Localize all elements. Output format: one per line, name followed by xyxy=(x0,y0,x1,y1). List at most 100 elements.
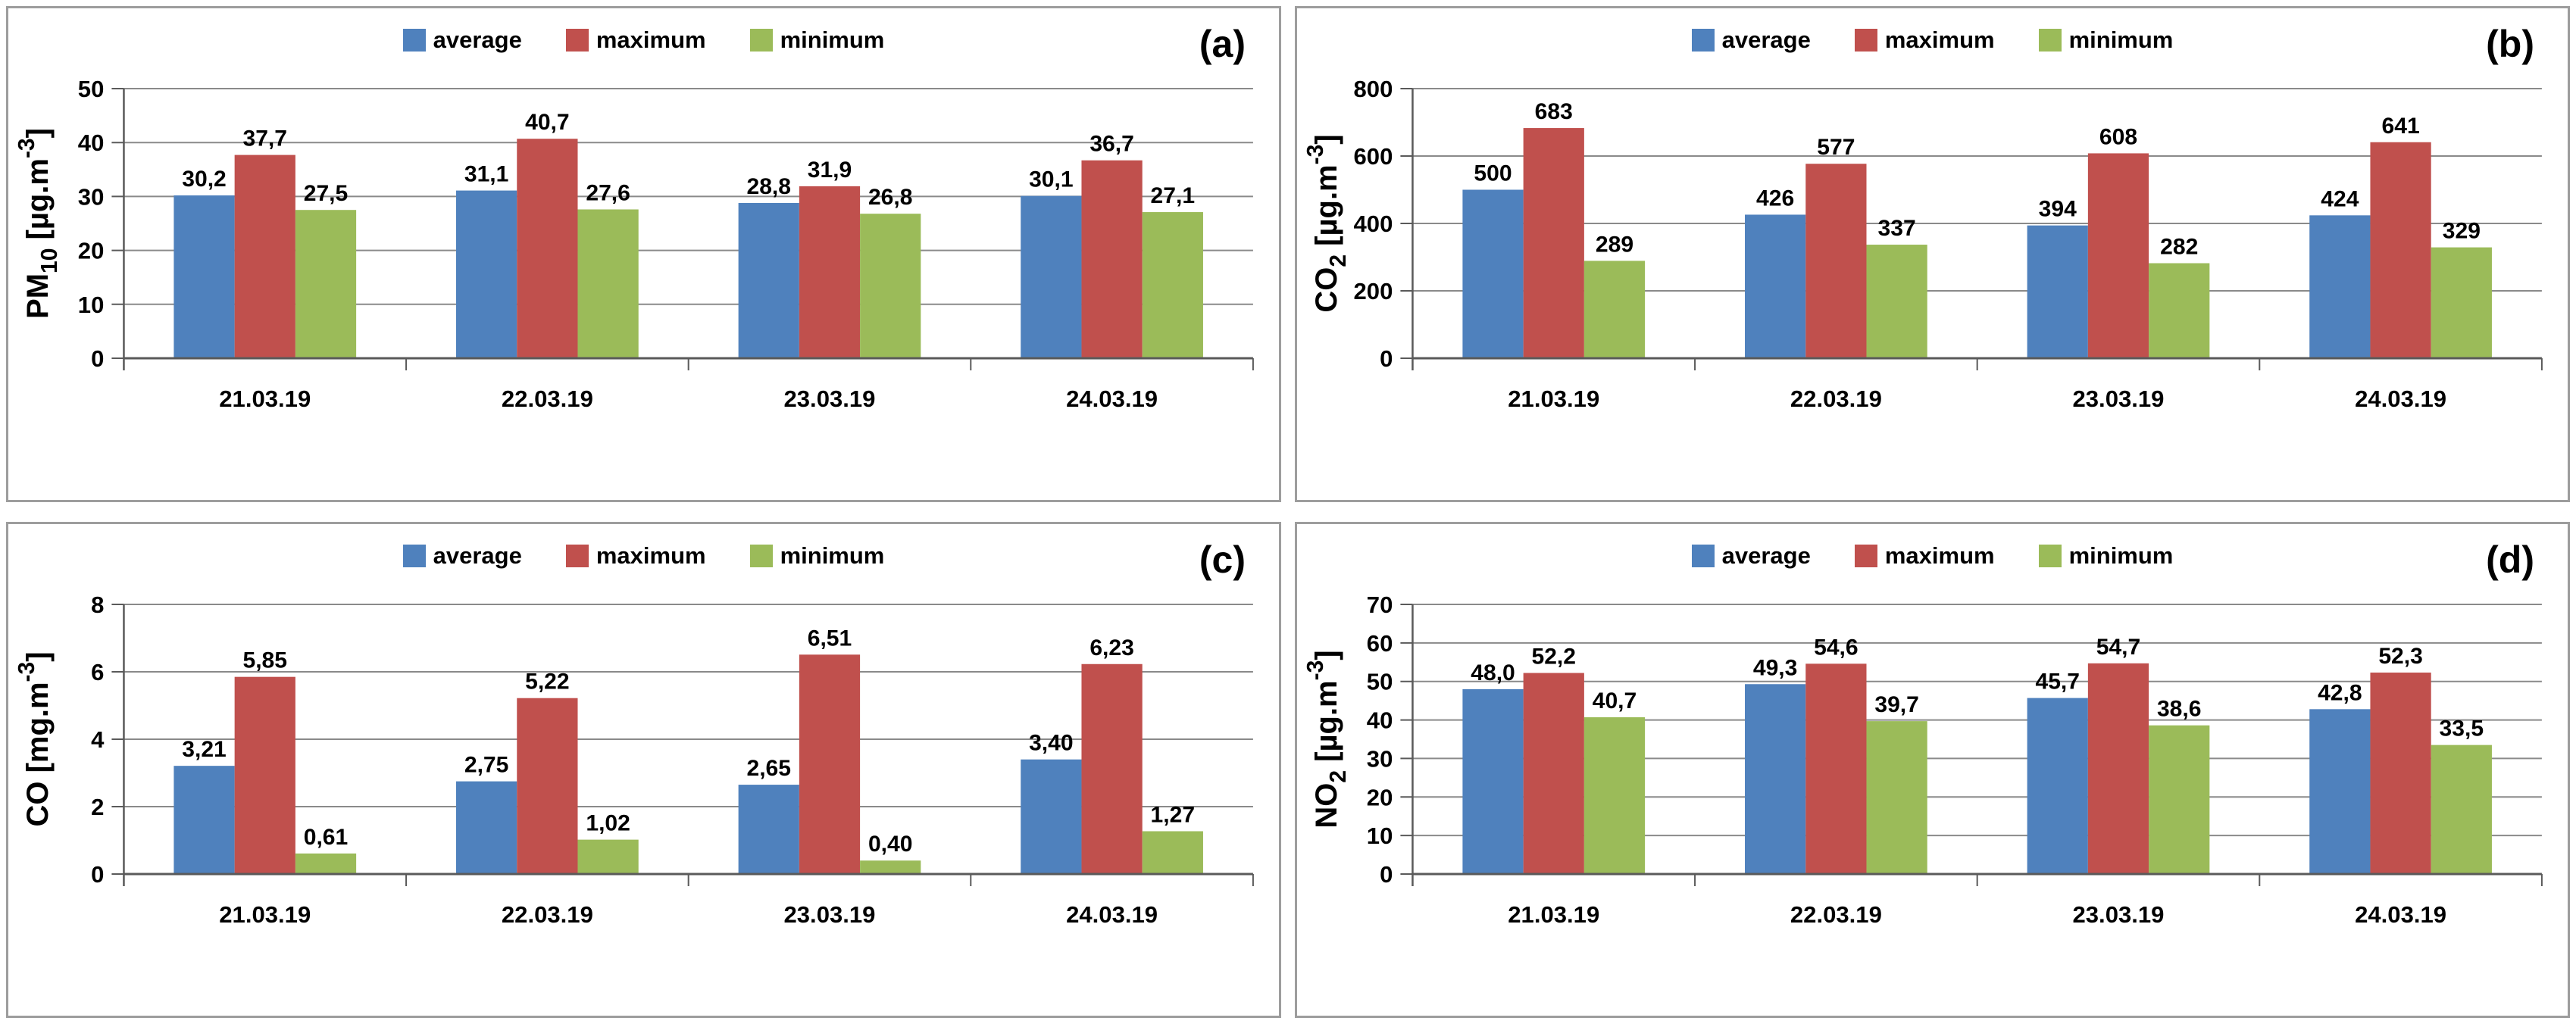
y-tick-label: 30 xyxy=(78,183,105,210)
y-tick-label: 0 xyxy=(1380,345,1393,372)
bar-value-label: 5,22 xyxy=(525,670,570,695)
bar-value-label: 45,7 xyxy=(2035,670,2080,695)
bar-chart-pm10: 0 10 20 30 40 50 30,2 37,7 27,5 21.03.19 31,1 40,7 2… xyxy=(14,76,1254,412)
bar-value-label: 683 xyxy=(1535,99,1573,124)
bar-maximum xyxy=(1081,160,1143,359)
category-label: 22.03.19 xyxy=(1790,386,1882,412)
chart-panel-b: average maximum minimum (b) 0 200 400 600 80… xyxy=(1295,6,2570,502)
y-tick-label: 4 xyxy=(91,726,105,753)
y-axis-title: CO [mg.m-3] xyxy=(14,651,55,826)
bar-value-label: 36,7 xyxy=(1089,132,1134,157)
y-tick-label: 200 xyxy=(1354,278,1393,304)
y-tick-label: 10 xyxy=(78,292,105,318)
chart-legend: average maximum minimum xyxy=(1297,542,2568,570)
category-label: 22.03.19 xyxy=(502,386,593,412)
category-label: 23.03.19 xyxy=(783,386,875,412)
bar-minimum xyxy=(2431,247,2492,358)
bar-average xyxy=(2027,225,2088,358)
y-tick-label: 0 xyxy=(1380,861,1393,888)
bar-value-label: 52,3 xyxy=(2378,644,2423,669)
y-tick-label: 400 xyxy=(1354,211,1393,237)
bar-average xyxy=(738,785,799,874)
bar-value-label: 54,7 xyxy=(2096,635,2141,660)
bar-maximum xyxy=(1805,164,1867,359)
legend-label-maximum: maximum xyxy=(596,27,706,53)
bar-minimum xyxy=(2149,725,2210,874)
legend-item-maximum: maximum xyxy=(565,542,706,570)
category-label: 21.03.19 xyxy=(1508,386,1599,412)
bar-value-label: 608 xyxy=(2099,124,2137,149)
y-tick-label: 40 xyxy=(1367,707,1393,734)
bar-minimum xyxy=(860,860,921,874)
bar-value-label: 426 xyxy=(1756,186,1794,211)
bar-maximum xyxy=(1805,663,1867,874)
bar-average xyxy=(456,781,517,874)
bar-value-label: 2,75 xyxy=(464,753,509,778)
bar-minimum xyxy=(1583,717,1646,874)
bar-value-label: 42,8 xyxy=(2318,680,2362,705)
category-label: 24.03.19 xyxy=(2355,901,2446,928)
y-tick-label: 70 xyxy=(1367,592,1393,618)
bar-maximum xyxy=(799,654,861,874)
category-label: 23.03.19 xyxy=(783,901,875,928)
bar-value-label: 5,85 xyxy=(242,648,287,673)
y-tick-label: 30 xyxy=(1367,745,1393,772)
category-label: 23.03.19 xyxy=(2072,901,2164,928)
category-label: 23.03.19 xyxy=(2072,386,2164,412)
y-tick-label: 10 xyxy=(1367,823,1393,849)
legend-label-minimum: minimum xyxy=(780,27,885,53)
bar-value-label: 31,1 xyxy=(464,162,509,187)
legend-item-maximum: maximum xyxy=(565,27,706,54)
legend-label-average: average xyxy=(1721,542,1811,569)
bar-value-label: 337 xyxy=(1878,216,1916,241)
bar-value-label: 33,5 xyxy=(2440,716,2484,741)
bar-minimum xyxy=(295,853,357,874)
legend-item-average: average xyxy=(1691,27,1811,54)
bar-chart-co2: 0 200 400 600 800 500 683 289 21.03.19 426 577 337 2… xyxy=(1303,76,2543,412)
bar-value-label: 1,27 xyxy=(1151,803,1196,828)
bar-minimum xyxy=(860,214,921,358)
legend-label-maximum: maximum xyxy=(1884,27,1995,53)
bar-maximum xyxy=(234,676,295,874)
bar-maximum xyxy=(517,698,578,874)
bar-chart-no2: 0 10 20 30 40 50 60 70 48,0 52,2 40,7 21.03.19 49,3 5… xyxy=(1303,592,2543,928)
bar-maximum xyxy=(2087,663,2149,874)
bar-average xyxy=(1462,189,1524,358)
legend-swatch-average-icon xyxy=(1691,29,1715,52)
bar-average xyxy=(174,766,235,874)
bar-value-label: 329 xyxy=(2443,219,2481,244)
panel-letter-a: (a) xyxy=(1199,23,1246,65)
bar-value-label: 40,7 xyxy=(1593,688,1637,713)
y-axis-title: NO2 [µg.m-3] xyxy=(1303,650,1351,828)
bar-value-label: 394 xyxy=(2039,197,2077,222)
bar-value-label: 30,1 xyxy=(1029,167,1074,192)
legend-label-average: average xyxy=(433,27,522,53)
bar-minimum xyxy=(1142,831,1203,874)
bar-maximum xyxy=(2370,673,2431,874)
chart-legend: average maximum minimum xyxy=(8,542,1279,570)
legend-swatch-minimum-icon xyxy=(749,29,773,52)
category-label: 24.03.19 xyxy=(2355,386,2446,412)
bar-value-label: 424 xyxy=(2321,186,2359,211)
bar-maximum xyxy=(1081,663,1143,874)
legend-item-average: average xyxy=(402,27,522,54)
legend-label-minimum: minimum xyxy=(2068,27,2174,53)
bar-minimum xyxy=(1583,261,1646,358)
y-tick-label: 20 xyxy=(78,238,105,264)
category-label: 21.03.19 xyxy=(1508,901,1599,928)
y-tick-label: 600 xyxy=(1354,143,1393,170)
legend-label-average: average xyxy=(1721,27,1811,53)
legend-swatch-average-icon xyxy=(402,29,426,52)
bar-maximum xyxy=(1523,128,1584,358)
chart-panel-c: average maximum minimum (c) 0 2 4 6 8 3,21 5,8… xyxy=(6,522,1281,1018)
panel-letter-d: (d) xyxy=(2486,539,2534,581)
bar-value-label: 27,5 xyxy=(304,181,349,206)
bar-value-label: 27,1 xyxy=(1151,183,1196,208)
bar-average xyxy=(1462,688,1524,874)
category-label: 24.03.19 xyxy=(1066,386,1158,412)
legend-swatch-minimum-icon xyxy=(749,545,773,567)
bar-value-label: 577 xyxy=(1817,135,1855,160)
legend-item-minimum: minimum xyxy=(749,542,884,570)
bar-value-label: 6,51 xyxy=(808,626,852,651)
panel-letter-b: (b) xyxy=(2486,23,2534,65)
